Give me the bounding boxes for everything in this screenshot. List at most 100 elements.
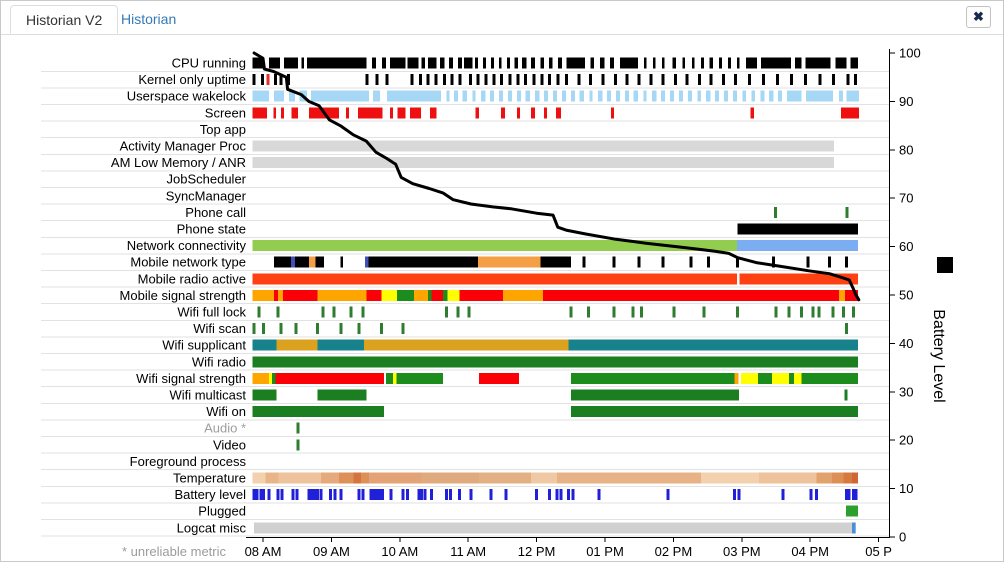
timeline-bar[interactable] [691,57,695,69]
timeline-bar[interactable] [429,107,437,119]
timeline-tick[interactable] [500,74,504,86]
timeline-bar[interactable] [795,57,802,69]
timeline-tick[interactable] [639,306,643,318]
timeline-bar[interactable] [390,107,393,119]
timeline-tick[interactable] [405,489,409,501]
timeline-tick[interactable] [556,74,560,86]
timeline-tick[interactable] [582,256,586,268]
timeline-bar[interactable] [516,90,521,102]
timeline-tick[interactable] [448,489,452,501]
timeline-tick[interactable] [844,256,848,268]
timeline-tick[interactable] [762,74,766,86]
timeline-tick[interactable] [587,306,591,318]
timeline-tick[interactable] [262,323,266,335]
timeline-bar[interactable] [850,57,859,69]
timeline-tick[interactable] [787,306,791,318]
timeline-tick[interactable] [734,74,738,86]
timeline-tick[interactable] [806,256,810,268]
timeline-bar[interactable] [845,505,859,517]
timeline-tick[interactable] [732,489,736,501]
timeline-tick[interactable] [484,74,488,86]
timeline-tick[interactable] [389,489,393,501]
timeline-bar[interactable] [732,90,738,102]
timeline-bar[interactable] [697,90,701,102]
timeline-bar[interactable] [590,57,595,69]
timeline-bar[interactable] [507,90,512,102]
timeline-tick[interactable] [845,206,849,218]
timeline-bar[interactable] [498,90,504,102]
timeline-row-foreground-process[interactable]: Foreground process [41,454,889,471]
timeline-tick[interactable] [252,74,256,86]
timeline-bar[interactable] [291,107,298,119]
timeline-tick[interactable] [516,74,520,86]
timeline-tick[interactable] [296,422,300,434]
timeline-bar[interactable] [643,90,647,102]
timeline-bar[interactable] [252,240,738,252]
timeline-bar[interactable] [481,90,486,102]
timeline-bar[interactable] [358,107,383,119]
timeline-tick[interactable] [548,489,552,501]
timeline-bar[interactable] [498,57,502,69]
timeline-bar[interactable] [742,90,746,102]
timeline-bar[interactable] [252,472,266,484]
timeline-tick[interactable] [790,74,794,86]
timeline-tick[interactable] [417,489,421,501]
tab-historian-v2[interactable]: Historian V2 [10,5,119,34]
timeline-tick[interactable] [817,306,821,318]
timeline-tick[interactable] [333,489,337,501]
timeline-bar[interactable] [254,522,857,534]
timeline-tick[interactable] [357,489,361,501]
timeline-bar[interactable] [449,57,454,69]
timeline-bar[interactable] [483,57,486,69]
timeline-bar[interactable] [557,472,701,484]
timeline-row-wifi-supplicant[interactable]: Wifi supplicant [41,338,889,354]
timeline-tick[interactable] [385,74,389,86]
timeline-row-wifi-signal-strength[interactable]: Wifi signal strength [41,371,889,388]
timeline-bar[interactable] [479,472,532,484]
timeline-row-audio[interactable]: Audio * [41,421,889,437]
timeline-bar[interactable] [816,472,833,484]
timeline-bar[interactable] [669,90,675,102]
timeline-bar[interactable] [734,372,739,384]
timeline-bar[interactable] [652,90,657,102]
timeline-bar[interactable] [442,289,448,301]
timeline-bar[interactable] [561,90,567,102]
timeline-row-cpu-running[interactable]: CPU running [41,56,889,72]
timeline-bar[interactable] [544,90,549,102]
timeline-tick[interactable] [847,489,851,501]
timeline-tick[interactable] [844,323,848,335]
timeline-bar[interactable] [273,90,285,102]
timeline-bar[interactable] [366,289,382,301]
timeline-bar[interactable] [252,57,264,69]
timeline-bar[interactable] [788,372,794,384]
timeline-bar[interactable] [382,57,387,69]
timeline-bar[interactable] [317,339,365,351]
timeline-bar[interactable] [535,90,540,102]
timeline-tick[interactable] [476,74,480,86]
timeline-bar[interactable] [278,472,322,484]
timeline-bar[interactable] [525,90,530,102]
timeline-tick[interactable] [844,489,848,501]
timeline-bar[interactable] [607,90,612,102]
timeline-bar[interactable] [459,289,504,301]
timeline-row-wifi-on[interactable]: Wifi on [41,404,889,421]
timeline-bar[interactable] [284,57,298,69]
timeline-tick[interactable] [697,74,701,86]
timeline-bar[interactable] [427,289,432,301]
timeline-row-mobile-radio-active[interactable]: Mobile radio active [41,271,889,288]
timeline-tick[interactable] [434,74,438,86]
timeline-tick[interactable] [535,489,539,501]
timeline-bar[interactable] [321,472,339,484]
timeline-bar[interactable] [568,339,859,351]
timeline-bar[interactable] [838,90,844,102]
timeline-tick[interactable] [469,489,473,501]
timeline-row-mobile-network-type[interactable]: Mobile network type [41,255,889,271]
timeline-tick[interactable] [255,489,259,501]
timeline-bar[interactable] [317,389,367,401]
timeline-row-temperature[interactable]: Temperature [41,471,889,487]
timeline-bar[interactable] [397,289,415,301]
timeline-bar[interactable] [700,57,705,69]
timeline-tick[interactable] [372,489,376,501]
timeline-bar[interactable] [652,57,656,69]
